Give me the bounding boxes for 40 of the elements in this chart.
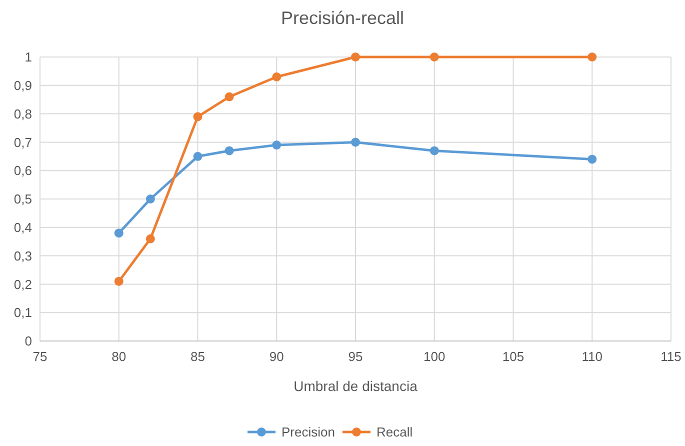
point [430, 52, 439, 62]
point [430, 146, 439, 156]
x-tick-label: 115 [660, 349, 682, 364]
point [193, 152, 202, 161]
point [272, 140, 282, 150]
x-tick-label: 110 [582, 349, 602, 364]
x-tick-label: 105 [502, 349, 524, 364]
y-tick-label: 1 [24, 50, 32, 65]
y-tick-label: 0,3 [14, 248, 32, 264]
x-tick-label: 85 [190, 349, 205, 364]
chart-title: Precisión-recall [280, 8, 404, 28]
point [588, 154, 597, 164]
x-tick-label: 90 [269, 349, 284, 364]
y-tick-label: 0,8 [14, 106, 32, 122]
x-tick-label: 100 [424, 349, 446, 364]
y-tick-label: 0,1 [14, 305, 32, 320]
y-tick-label: 0,7 [14, 134, 32, 150]
x-tick-label: 80 [112, 349, 126, 364]
point [224, 92, 234, 102]
y-tick-label: 0 [24, 334, 32, 349]
legend-label: Precision [282, 424, 335, 440]
point [114, 276, 124, 286]
y-tick-label: 0,9 [14, 78, 32, 93]
point [351, 138, 360, 147]
y-tick-label: 0,5 [14, 192, 32, 207]
point [114, 228, 124, 238]
point [272, 72, 282, 82]
legend-label: Recall [376, 424, 413, 440]
x-tick-label: 75 [32, 349, 48, 364]
point [588, 52, 597, 62]
y-tick-label: 0,2 [14, 276, 32, 292]
point [193, 112, 202, 122]
point [351, 52, 360, 62]
point [146, 194, 155, 204]
point [146, 234, 155, 244]
y-tick-label: 0,6 [14, 163, 32, 178]
x-tick-label: 95 [348, 349, 363, 364]
y-tick-label: 0,4 [14, 220, 32, 235]
point [224, 146, 234, 156]
x-axis-title: Umbral de distancia [294, 378, 418, 394]
